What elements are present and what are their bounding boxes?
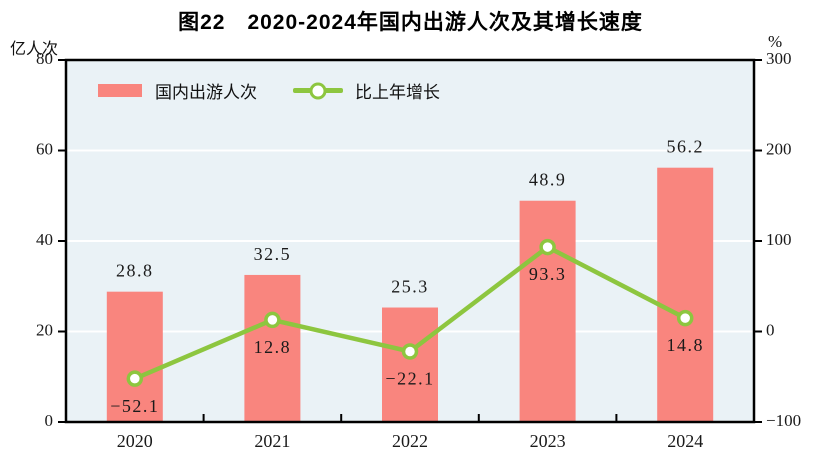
- right-axis-unit-label: %: [768, 32, 783, 51]
- chart-legend: 国内出游人次 比上年增长: [98, 78, 440, 103]
- growth-value-label-2021: 12.8: [254, 337, 292, 357]
- legend-line-marker-icon: [309, 82, 327, 99]
- growth-value-label-2023: 93.3: [529, 264, 567, 284]
- left-tick-label-20: 20: [36, 320, 53, 339]
- legend-bar-swatch-icon: [98, 84, 142, 97]
- bar-2023: [519, 200, 576, 422]
- legend-line-swatch-icon: [293, 82, 343, 99]
- growth-value-label-2024: 14.8: [666, 335, 704, 355]
- bar-2021: [244, 274, 301, 422]
- right-tick-label--100: −100: [766, 411, 801, 430]
- line-marker-2020: [126, 370, 144, 387]
- x-category-label-2020: 2020: [117, 431, 153, 451]
- legend-line-label: 比上年增长: [355, 83, 440, 102]
- line-marker-2022: [401, 343, 419, 360]
- x-category-label-2023: 2023: [530, 431, 566, 451]
- right-tick-label-100: 100: [766, 230, 792, 249]
- left-tick-label-0: 0: [45, 411, 54, 430]
- line-marker-2023: [539, 238, 556, 256]
- x-category-label-2022: 2022: [392, 431, 428, 451]
- bar-2024: [657, 167, 714, 422]
- line-marker-2024: [676, 309, 694, 327]
- bar-value-label-2024: 56.2: [666, 137, 704, 157]
- bar-value-label-2021: 32.5: [254, 244, 292, 264]
- bar-2022: [382, 307, 438, 422]
- bar-value-label-2023: 48.9: [529, 170, 567, 190]
- right-tick-label-0: 0: [766, 320, 775, 339]
- bar-value-label-2020: 28.8: [116, 261, 154, 281]
- left-tick-label-60: 60: [36, 139, 53, 158]
- growth-value-label-2022: −22.1: [385, 369, 434, 389]
- left-axis-unit-label: 亿人次: [10, 41, 59, 58]
- legend-bar-label: 国内出游人次: [155, 83, 257, 102]
- chart-title: 图22 2020-2024年国内出游人次及其增长速度: [178, 11, 643, 34]
- x-category-label-2021: 2021: [254, 431, 290, 451]
- x-category-label-2024: 2024: [667, 431, 703, 451]
- left-tick-label-40: 40: [36, 230, 53, 249]
- line-marker-2021: [264, 311, 281, 329]
- bar-2020: [106, 291, 163, 422]
- growth-value-label-2020: −52.1: [110, 396, 159, 416]
- right-tick-label-200: 200: [766, 139, 792, 158]
- bar-value-label-2022: 25.3: [391, 277, 429, 297]
- left-tick-label-80: 80: [36, 49, 53, 68]
- right-tick-label-300: 300: [766, 49, 792, 68]
